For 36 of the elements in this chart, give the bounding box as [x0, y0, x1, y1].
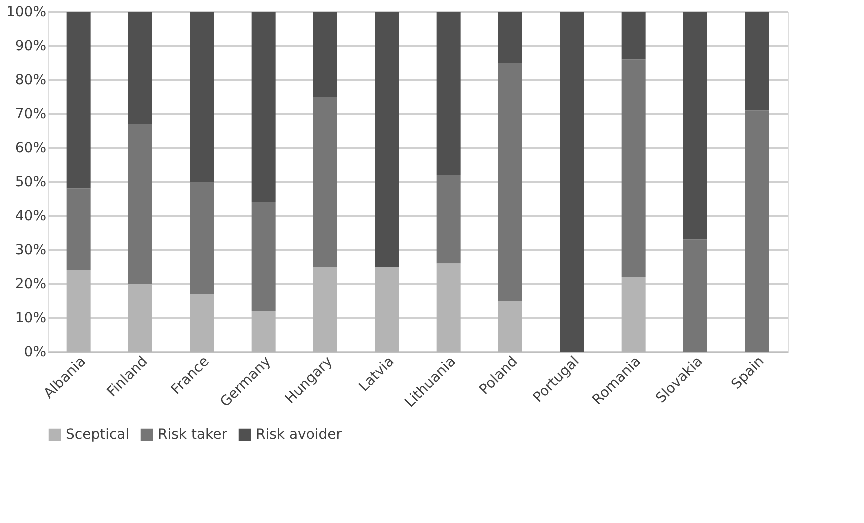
bar [745, 110, 770, 352]
legend-label: Risk avoider [256, 427, 342, 443]
bar [252, 202, 276, 312]
bar [684, 240, 708, 352]
y-tick-label: 90% [15, 38, 46, 54]
bar [314, 12, 338, 97]
y-tick-label: 40% [15, 208, 46, 224]
bar [622, 60, 646, 278]
bar [684, 12, 708, 240]
legend-label: Risk taker [158, 427, 228, 443]
bar [436, 12, 461, 176]
bar [436, 175, 461, 264]
bar [745, 12, 770, 111]
bar [375, 12, 400, 267]
bar [560, 12, 584, 352]
bar [66, 12, 91, 189]
bar [190, 12, 214, 182]
y-tick-label: 80% [15, 72, 46, 88]
bar [66, 188, 91, 270]
y-tick-label: 30% [15, 242, 46, 258]
bar [190, 182, 214, 294]
y-tick-label: 100% [6, 4, 46, 20]
y-tick-label: 10% [15, 310, 46, 326]
bar [252, 12, 276, 202]
bar [498, 12, 522, 63]
y-tick-label: 60% [15, 140, 46, 156]
bar [128, 124, 152, 284]
y-tick-label: 50% [15, 174, 46, 190]
bar [314, 97, 338, 267]
bar [498, 63, 522, 301]
bar [128, 12, 152, 124]
bar [622, 12, 646, 60]
legend-label: Sceptical [66, 427, 130, 443]
y-tick-label: 20% [15, 276, 46, 292]
y-tick-label: 0% [24, 344, 46, 360]
y-tick-label: 70% [15, 106, 46, 122]
